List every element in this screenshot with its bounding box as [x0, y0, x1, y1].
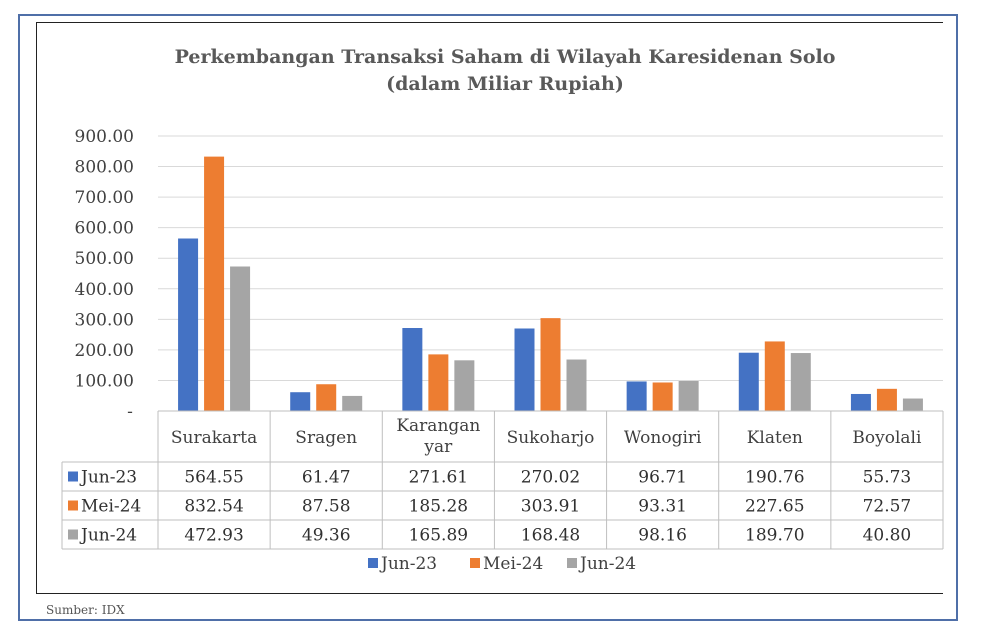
data-cell: 40.80 — [863, 526, 912, 546]
chart-subtitle: (dalam Miliar Rupiah) — [386, 73, 624, 95]
data-cell: 185.28 — [409, 497, 468, 517]
x-category-label: Surakarta — [171, 428, 257, 448]
bar-jun-24 — [230, 266, 251, 411]
row-series-label: Jun-24 — [79, 526, 137, 546]
data-cell: 270.02 — [521, 468, 580, 488]
y-tick-label: 800.00 — [75, 158, 134, 178]
bar-jun-23 — [514, 328, 535, 411]
y-tick-label: 400.00 — [75, 280, 134, 300]
x-category-label: Sukoharjo — [507, 428, 595, 448]
legend-key-mei-24 — [68, 500, 78, 511]
legend-label: Jun-24 — [578, 554, 636, 574]
x-category-label: Wonogiri — [624, 428, 702, 448]
legend-swatch-mei-24 — [470, 558, 480, 568]
x-category-label: Klaten — [747, 428, 803, 448]
bar-jun-24 — [902, 398, 923, 411]
data-cell: 190.76 — [745, 468, 804, 488]
data-cell: 472.93 — [184, 526, 243, 546]
y-tick-label: 200.00 — [75, 341, 134, 361]
y-tick-label: - — [127, 402, 133, 422]
bar-jun-24 — [566, 359, 587, 411]
row-series-label: Jun-23 — [79, 468, 137, 488]
data-cell: 271.61 — [409, 468, 468, 488]
data-cell: 49.36 — [302, 526, 351, 546]
data-cell: 165.89 — [409, 526, 468, 546]
data-cell: 93.31 — [638, 497, 687, 517]
bar-jun-24 — [342, 395, 363, 411]
bar-jun-23 — [626, 381, 647, 411]
bar-jun-23 — [738, 352, 759, 411]
y-tick-label: 300.00 — [75, 310, 134, 330]
x-category-label: Sragen — [295, 428, 357, 448]
bar-mei-24 — [204, 156, 225, 411]
x-category-label: Boyolali — [852, 428, 922, 448]
y-tick-label: 600.00 — [75, 219, 134, 239]
bar-mei-24 — [876, 388, 897, 411]
bar-jun-23 — [850, 393, 871, 411]
legend-label: Mei-24 — [483, 554, 543, 574]
data-cell: 55.73 — [863, 468, 912, 488]
y-tick-label: 100.00 — [75, 371, 134, 391]
bar-mei-24 — [764, 341, 785, 411]
data-cell: 832.54 — [184, 497, 243, 517]
y-tick-label: 900.00 — [75, 127, 134, 147]
x-category-label: Karangan yar — [396, 416, 480, 457]
y-tick-label: 500.00 — [75, 249, 134, 269]
legend-swatch-jun-23 — [368, 558, 378, 568]
legend-label: Jun-23 — [379, 554, 437, 574]
legend-swatch-jun-24 — [567, 558, 577, 568]
bar-jun-23 — [402, 328, 423, 411]
bar-mei-24 — [540, 318, 561, 411]
data-cell: 168.48 — [521, 526, 580, 546]
source-note: Sumber: IDX — [46, 603, 125, 617]
bar-jun-24 — [678, 381, 699, 411]
legend-key-jun-23 — [68, 471, 78, 482]
bar-jun-23 — [178, 238, 199, 411]
data-cell: 303.91 — [521, 497, 580, 517]
row-series-label: Mei-24 — [81, 497, 141, 517]
bar-mei-24 — [316, 384, 337, 411]
chart-title: Perkembangan Transaksi Saham di Wilayah … — [175, 46, 836, 68]
bar-jun-24 — [790, 353, 811, 411]
data-cell: 564.55 — [184, 468, 243, 488]
data-cell: 98.16 — [638, 526, 687, 546]
data-cell: 227.65 — [745, 497, 804, 517]
data-cell: 87.58 — [302, 497, 351, 517]
bar-mei-24 — [428, 354, 449, 411]
y-tick-label: 700.00 — [75, 188, 134, 208]
data-cell: 72.57 — [863, 497, 912, 517]
data-cell: 61.47 — [302, 468, 351, 488]
bar-jun-23 — [290, 392, 311, 411]
legend-key-jun-24 — [68, 529, 78, 540]
bar-jun-24 — [454, 360, 475, 411]
bar-mei-24 — [652, 382, 673, 411]
data-cell: 189.70 — [745, 526, 804, 546]
data-cell: 96.71 — [638, 468, 687, 488]
